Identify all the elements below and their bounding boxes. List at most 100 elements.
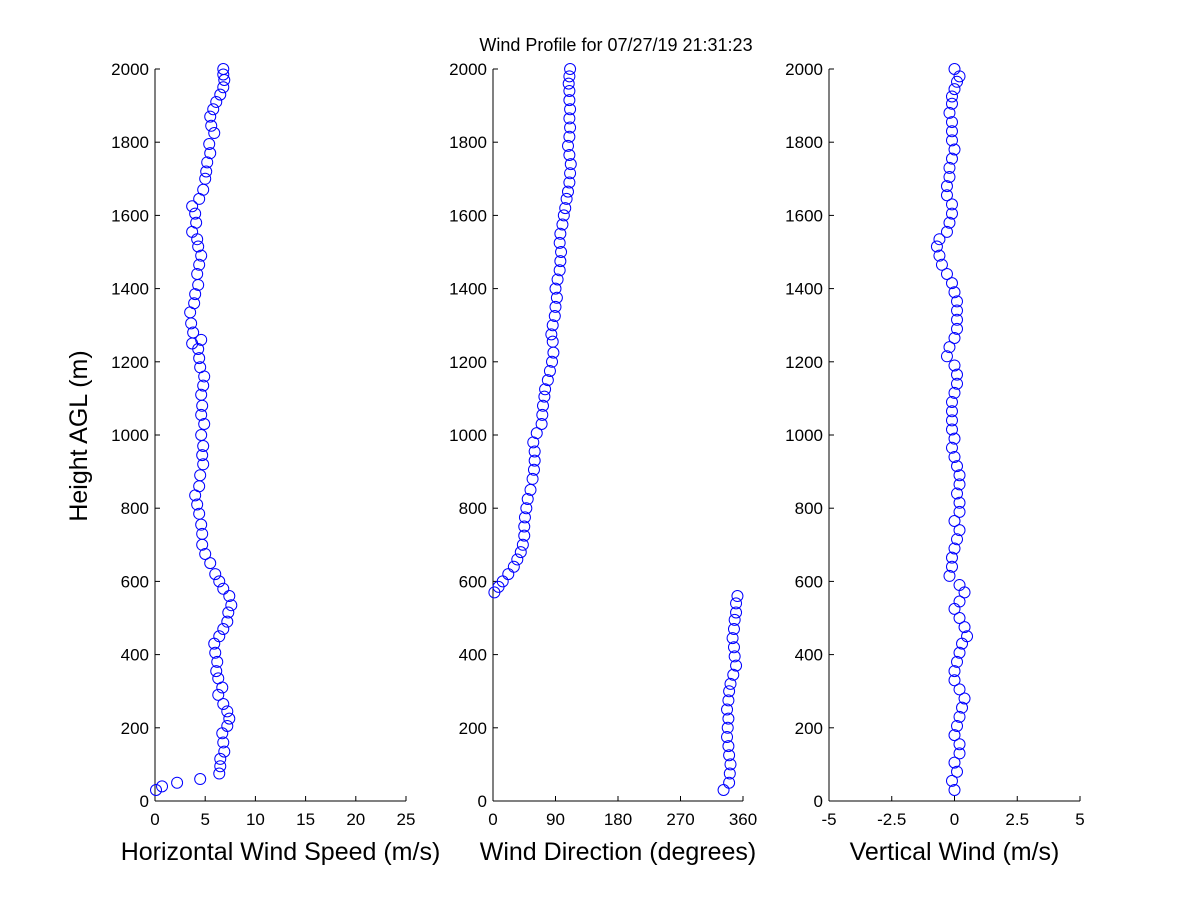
data-point xyxy=(945,774,958,787)
data-point xyxy=(945,405,958,418)
data-point xyxy=(728,650,741,663)
y-tick-label: 0 xyxy=(478,792,487,811)
data-point xyxy=(559,202,572,215)
data-point xyxy=(192,240,205,253)
data-point xyxy=(945,207,958,220)
data-point xyxy=(209,646,222,659)
y-tick-label: 800 xyxy=(121,499,149,518)
data-point xyxy=(563,130,576,143)
data-point xyxy=(953,747,966,760)
data-point xyxy=(196,449,209,462)
x-tick-label: 360 xyxy=(729,810,757,829)
data-point xyxy=(150,784,163,797)
data-point xyxy=(563,94,576,107)
x-tick-label: 2.5 xyxy=(1005,810,1029,829)
data-point xyxy=(958,621,971,634)
data-point xyxy=(948,665,961,678)
y-tick-label: 200 xyxy=(459,719,487,738)
data-point xyxy=(945,97,958,110)
data-point xyxy=(527,463,540,476)
data-point xyxy=(948,450,961,463)
data-point xyxy=(194,773,207,786)
y-tick-label: 1000 xyxy=(449,426,487,445)
data-point xyxy=(951,75,964,88)
data-point xyxy=(221,615,234,628)
data-point xyxy=(214,88,227,101)
data-point xyxy=(217,63,230,75)
data-point xyxy=(945,560,958,573)
data-point xyxy=(945,551,958,564)
data-point xyxy=(528,445,541,458)
y-tick-label: 1200 xyxy=(785,353,823,372)
x-tick-label: 0 xyxy=(950,810,959,829)
data-point xyxy=(557,209,570,222)
data-point xyxy=(193,352,206,365)
data-point xyxy=(514,546,527,559)
data-point xyxy=(948,432,961,445)
data-point xyxy=(953,646,966,659)
data-point xyxy=(727,622,740,635)
data-point xyxy=(212,688,225,701)
data-point xyxy=(213,630,226,643)
y-tick-label: 2000 xyxy=(111,60,149,79)
data-point xyxy=(564,63,577,75)
data-point xyxy=(196,538,209,551)
data-point xyxy=(217,81,230,94)
data-point xyxy=(940,225,953,238)
data-point xyxy=(194,361,207,374)
data-point xyxy=(217,622,230,635)
data-point xyxy=(727,641,740,654)
data-point xyxy=(951,368,964,381)
data-point xyxy=(554,255,567,268)
data-point xyxy=(961,630,974,643)
data-point xyxy=(948,602,961,615)
data-point xyxy=(722,694,735,707)
data-point xyxy=(951,322,964,335)
x-tick-label: 270 xyxy=(666,810,694,829)
data-point xyxy=(187,326,200,339)
data-point xyxy=(546,355,559,368)
data-point xyxy=(562,77,575,90)
data-point xyxy=(951,655,964,668)
data-point xyxy=(948,63,961,75)
data-point xyxy=(195,388,208,401)
data-point xyxy=(221,719,234,732)
data-point xyxy=(200,165,213,178)
data-point xyxy=(951,487,964,500)
data-point xyxy=(956,701,969,714)
data-point xyxy=(528,454,541,467)
data-point xyxy=(207,103,220,116)
data-point xyxy=(945,423,958,436)
data-point xyxy=(951,295,964,308)
data-point xyxy=(196,527,209,540)
y-tick-label: 1400 xyxy=(785,280,823,299)
y-tick-label: 1200 xyxy=(111,353,149,372)
data-point xyxy=(945,152,958,165)
data-point xyxy=(953,710,966,723)
data-point xyxy=(948,784,961,797)
data-point xyxy=(948,83,961,96)
data-point xyxy=(723,749,736,762)
data-point xyxy=(935,258,948,271)
x-tick-label: 0 xyxy=(488,810,497,829)
x-tick-label: 5 xyxy=(1075,810,1084,829)
data-point xyxy=(958,692,971,705)
data-point xyxy=(218,745,231,758)
panel-vertical: 0 200 400 600 800 1000 1200 1400 1600 1800 2000 -5 -… xyxy=(785,60,1085,866)
data-point xyxy=(943,216,956,229)
data-point xyxy=(213,767,226,780)
data-point xyxy=(204,557,217,570)
data-point xyxy=(221,705,234,718)
data-point xyxy=(948,359,961,372)
data-point xyxy=(562,139,574,152)
data-point xyxy=(940,267,953,280)
x-axis-label: Vertical Wind (m/s) xyxy=(850,838,1060,866)
y-tick-label: 1000 xyxy=(785,426,823,445)
y-tick-label: 200 xyxy=(795,719,823,738)
x-tick-label: 10 xyxy=(246,810,265,829)
y-tick-label: 800 xyxy=(795,499,823,518)
data-point xyxy=(210,665,223,678)
data-point xyxy=(556,218,569,231)
data-point xyxy=(563,112,576,125)
y-tick-label: 400 xyxy=(459,646,487,665)
